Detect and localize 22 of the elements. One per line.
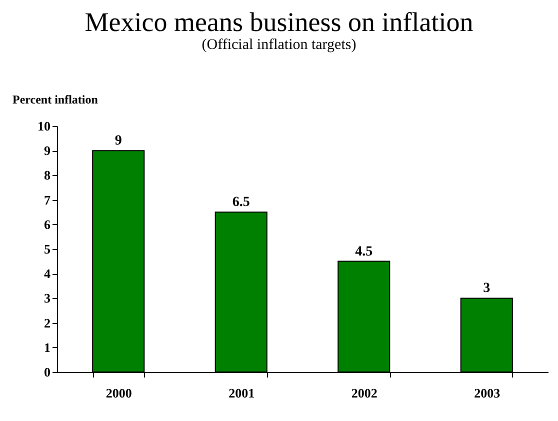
y-axis-title: Percent inflation xyxy=(12,92,98,106)
y-tick-label: 4 xyxy=(44,266,51,282)
y-tick-label: 10 xyxy=(38,118,50,134)
x-tick-label: 2003 xyxy=(474,386,501,400)
chart-title: Mexico means business on inflation xyxy=(84,7,474,37)
data-label: 9 xyxy=(114,134,122,149)
y-tick-label: 1 xyxy=(44,340,50,355)
chart-subtitle: (Official inflation targets) xyxy=(202,37,356,53)
data-label: 6.5 xyxy=(232,195,250,210)
data-label: 3 xyxy=(483,281,490,296)
y-tick-label: 7 xyxy=(44,192,51,208)
data-label: 4.5 xyxy=(355,244,373,260)
y-tick-label: 2 xyxy=(44,315,50,330)
x-tick-label: 2001 xyxy=(228,386,255,400)
y-tick-label: 6 xyxy=(44,216,51,232)
y-tick-label: 0 xyxy=(44,364,50,380)
y-tick-label: 3 xyxy=(44,290,51,306)
x-tick-label: 2000 xyxy=(106,386,132,400)
y-tick-label: 5 xyxy=(44,242,51,256)
x-tick-label: 2002 xyxy=(351,386,378,400)
y-tick-label: 8 xyxy=(44,168,51,183)
y-tick-label: 9 xyxy=(44,143,51,158)
